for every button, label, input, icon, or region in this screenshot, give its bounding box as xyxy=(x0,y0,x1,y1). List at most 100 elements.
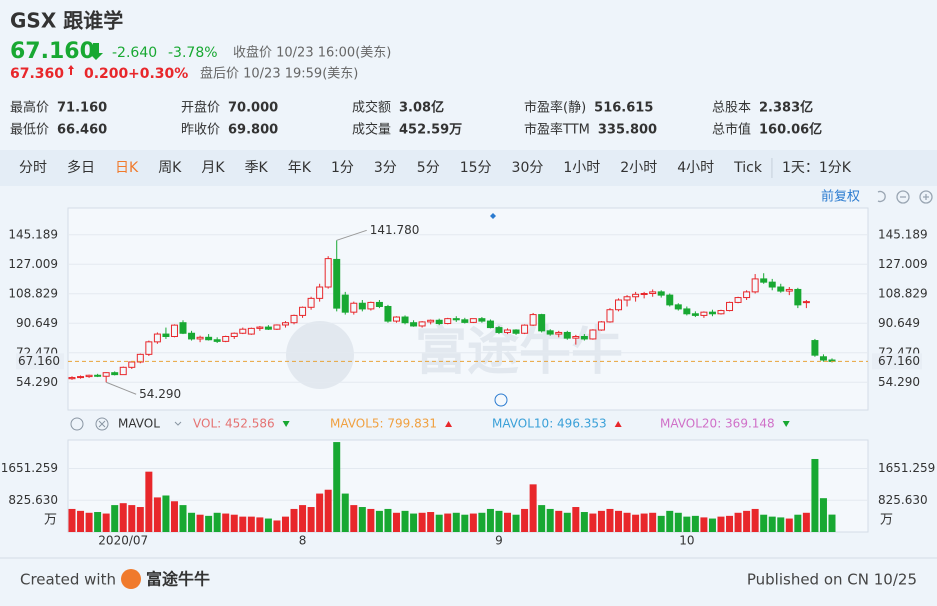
candle-body xyxy=(538,314,546,332)
event-marker[interactable] xyxy=(494,393,508,407)
stat-label: 市盈率(静) xyxy=(524,100,586,116)
candle-body xyxy=(290,314,298,324)
candle-body xyxy=(299,306,307,316)
candle-body xyxy=(683,308,691,315)
candle-body xyxy=(691,313,699,316)
candle-body xyxy=(401,316,409,324)
candle-body xyxy=(341,294,349,313)
tab[interactable]: 30分 xyxy=(512,160,544,176)
volume-bar xyxy=(768,516,776,532)
candle-body xyxy=(708,311,716,315)
tab[interactable]: 月K xyxy=(201,160,225,176)
volume-bar xyxy=(819,498,827,532)
tab[interactable]: 4小时 xyxy=(677,160,714,176)
volume-bar xyxy=(538,505,546,532)
volume-legend: MAVOL5: 799.831 xyxy=(330,417,437,431)
created-with: Created with xyxy=(20,571,116,589)
tab[interactable]: 1分 xyxy=(331,160,354,176)
volume-bar xyxy=(77,510,85,532)
event-dot[interactable] xyxy=(490,213,496,219)
candle-body xyxy=(444,318,452,325)
annotation-leader xyxy=(336,229,367,241)
candle-body xyxy=(273,324,281,330)
volume-bar xyxy=(512,514,520,532)
volume-bar xyxy=(777,517,785,532)
after-change: 0.200 xyxy=(84,66,129,82)
candle-body xyxy=(734,297,742,303)
volume-bar xyxy=(563,512,571,532)
y-tick-label-right: 54.290 xyxy=(878,375,920,389)
tab[interactable]: 周K xyxy=(158,160,182,176)
volume-bar xyxy=(495,510,503,532)
candle-body xyxy=(333,258,341,309)
tab[interactable]: 日K xyxy=(115,160,139,176)
volume-bar xyxy=(205,515,213,532)
candle-body xyxy=(213,339,221,342)
volume-legend: MAVOL10: 496.353 xyxy=(492,417,607,431)
tab[interactable]: 5分 xyxy=(417,160,440,176)
volume-bar xyxy=(674,512,682,532)
tab[interactable]: 15分 xyxy=(460,160,492,176)
volume-bar xyxy=(555,510,563,532)
volume-bar xyxy=(572,507,580,532)
candle-body xyxy=(375,301,383,307)
y-tick-label: 54.290 xyxy=(16,375,58,389)
tab[interactable]: 2小时 xyxy=(620,160,657,176)
x-tick-label: 9 xyxy=(495,534,503,548)
tab[interactable]: 分时 xyxy=(19,160,47,176)
volume-bar xyxy=(444,513,452,532)
tab[interactable]: 季K xyxy=(245,160,269,176)
mavol-toggle[interactable]: MAVOL xyxy=(118,417,160,431)
tab[interactable]: 3分 xyxy=(374,160,397,176)
volume-bar xyxy=(316,493,324,532)
stat-value: 335.800 xyxy=(598,123,657,138)
annotation: 141.780 xyxy=(370,223,420,237)
price-panel xyxy=(67,207,869,411)
volume-unit-right: 万 xyxy=(880,513,893,528)
tab[interactable]: 年K xyxy=(288,160,312,176)
candle-body xyxy=(205,336,213,341)
stat-label: 开盘价 xyxy=(181,100,220,116)
volume-bar xyxy=(136,507,144,532)
candle-body xyxy=(77,376,85,379)
volume-bar xyxy=(85,512,93,532)
candle-body xyxy=(153,333,161,343)
stat-label: 成交量 xyxy=(352,122,391,138)
volume-bar xyxy=(145,471,153,532)
candle-body xyxy=(452,318,460,321)
volume-legend: MAVOL20: 369.148 xyxy=(660,417,775,431)
candle-body xyxy=(751,278,759,293)
volume-bar xyxy=(700,517,708,532)
y-tick-label-right: 90.649 xyxy=(878,316,920,330)
tab[interactable]: 1天：1分K xyxy=(782,160,852,176)
candle-body xyxy=(367,301,375,310)
y-tick-label: 1651.259 xyxy=(1,461,58,475)
candle-body xyxy=(170,324,178,338)
volume-bar xyxy=(811,458,819,532)
adjust-button[interactable]: 前复权 xyxy=(821,189,860,205)
volume-bar xyxy=(427,512,435,532)
tab[interactable]: 多日 xyxy=(67,159,95,176)
volume-tools[interactable] xyxy=(70,417,182,431)
candle-body xyxy=(239,328,247,334)
volume-bar xyxy=(666,510,674,532)
after-change-pct: +0.30% xyxy=(128,66,188,82)
volume-bar xyxy=(478,512,486,532)
x-tick-label: 8 xyxy=(299,534,307,548)
candle-body xyxy=(307,297,315,308)
y-tick-label: 825.630 xyxy=(8,493,58,507)
candle-body xyxy=(794,288,802,306)
volume-bar xyxy=(256,517,264,532)
volume-bar xyxy=(794,514,802,532)
volume-bar xyxy=(580,512,588,532)
candle-body xyxy=(760,278,768,283)
chart-tools[interactable] xyxy=(877,190,933,204)
tab[interactable]: Tick xyxy=(733,160,763,176)
tab[interactable]: 1小时 xyxy=(563,160,600,176)
legend-trend xyxy=(445,421,453,427)
volume-bar xyxy=(410,513,418,532)
volume-bar xyxy=(128,505,136,532)
volume-bar xyxy=(529,484,537,532)
candle-body xyxy=(700,311,708,316)
candle-body xyxy=(717,310,725,315)
